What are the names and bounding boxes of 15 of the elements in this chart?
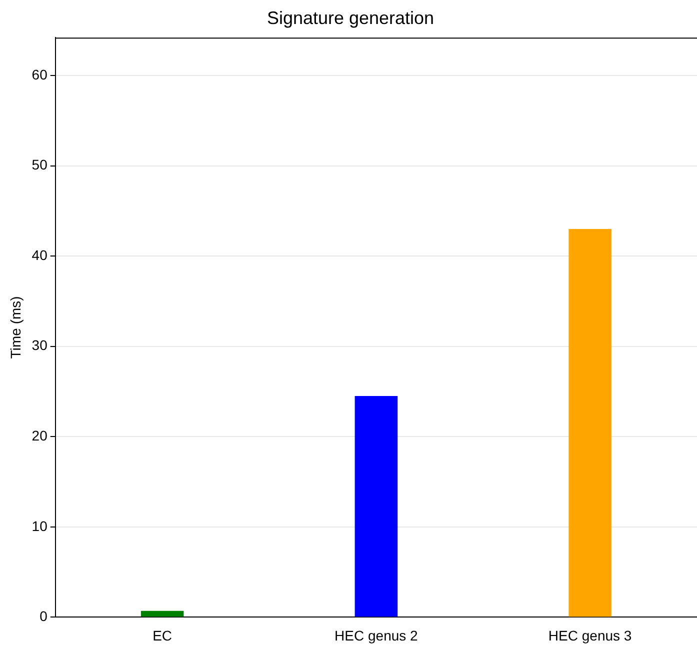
x-tick-label: HEC genus 3 <box>548 627 632 644</box>
y-tick-label: 60 <box>32 66 48 82</box>
bar <box>568 228 612 617</box>
y-tick-label: 30 <box>32 337 48 354</box>
bar <box>140 610 184 617</box>
bar <box>354 396 398 617</box>
y-tick-label: 10 <box>32 518 48 534</box>
y-tick-label: 0 <box>40 608 48 624</box>
y-tick-label: 20 <box>32 428 48 444</box>
y-tick-label: 40 <box>32 246 48 263</box>
chart-title: Signature generation <box>266 8 434 28</box>
x-tick-label: HEC genus 2 <box>334 627 418 644</box>
x-tick-label: EC <box>152 627 172 644</box>
y-tick-label: 50 <box>32 156 48 173</box>
y-axis-title: Time (ms) <box>7 296 24 359</box>
